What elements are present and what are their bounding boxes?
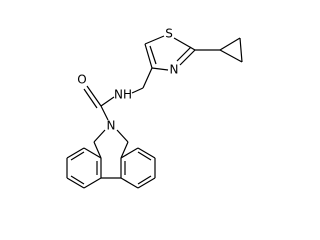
bonds xyxy=(66,35,243,189)
molecule: S N NH O N xyxy=(66,27,243,189)
atom-label: S xyxy=(165,27,173,41)
atom-label: NH xyxy=(114,88,132,102)
atom-label: N xyxy=(170,63,179,77)
atom-label: O xyxy=(77,73,86,87)
atom-label: N xyxy=(107,119,116,133)
